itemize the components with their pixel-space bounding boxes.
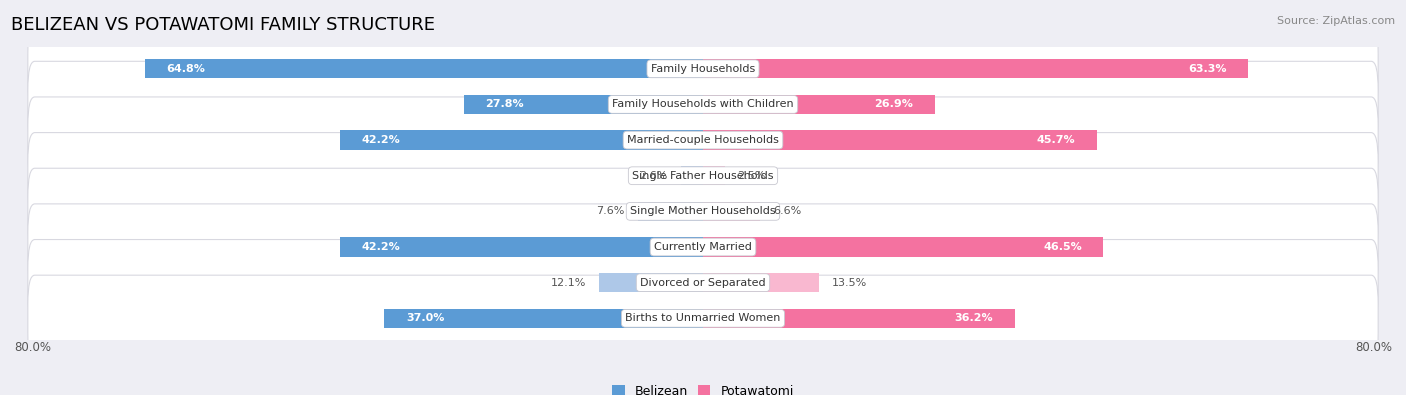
Bar: [703, 273, 820, 292]
Bar: [703, 59, 1249, 79]
Text: 6.6%: 6.6%: [773, 206, 801, 216]
Bar: [384, 308, 703, 328]
Text: Births to Unmarried Women: Births to Unmarried Women: [626, 313, 780, 324]
Bar: [681, 166, 703, 185]
FancyBboxPatch shape: [28, 61, 1378, 148]
Text: Currently Married: Currently Married: [654, 242, 752, 252]
Bar: [464, 95, 703, 114]
FancyBboxPatch shape: [28, 275, 1378, 361]
Text: 63.3%: 63.3%: [1188, 64, 1226, 74]
Text: 42.2%: 42.2%: [361, 135, 399, 145]
Bar: [340, 130, 703, 150]
Text: Family Households with Children: Family Households with Children: [612, 100, 794, 109]
Text: Single Father Households: Single Father Households: [633, 171, 773, 181]
Text: 26.9%: 26.9%: [875, 100, 912, 109]
Text: 80.0%: 80.0%: [1355, 342, 1392, 354]
Text: Single Mother Households: Single Mother Households: [630, 206, 776, 216]
Bar: [703, 237, 1104, 257]
Text: 46.5%: 46.5%: [1043, 242, 1083, 252]
FancyBboxPatch shape: [28, 239, 1378, 326]
Text: 2.6%: 2.6%: [640, 171, 668, 181]
Text: 37.0%: 37.0%: [406, 313, 444, 324]
Bar: [703, 308, 1015, 328]
Bar: [145, 59, 703, 79]
Bar: [703, 95, 935, 114]
FancyBboxPatch shape: [28, 168, 1378, 254]
Text: Married-couple Households: Married-couple Households: [627, 135, 779, 145]
Bar: [703, 202, 759, 221]
Text: 27.8%: 27.8%: [485, 100, 524, 109]
Text: Source: ZipAtlas.com: Source: ZipAtlas.com: [1277, 16, 1395, 26]
Text: BELIZEAN VS POTAWATOMI FAMILY STRUCTURE: BELIZEAN VS POTAWATOMI FAMILY STRUCTURE: [11, 16, 436, 34]
Bar: [599, 273, 703, 292]
Text: 64.8%: 64.8%: [166, 64, 205, 74]
Text: Divorced or Separated: Divorced or Separated: [640, 278, 766, 288]
Bar: [703, 130, 1097, 150]
Text: 2.5%: 2.5%: [738, 171, 766, 181]
Text: 42.2%: 42.2%: [361, 242, 399, 252]
Text: 12.1%: 12.1%: [551, 278, 586, 288]
FancyBboxPatch shape: [28, 133, 1378, 219]
Text: Family Households: Family Households: [651, 64, 755, 74]
FancyBboxPatch shape: [28, 97, 1378, 183]
Bar: [340, 237, 703, 257]
Bar: [703, 166, 724, 185]
FancyBboxPatch shape: [28, 204, 1378, 290]
Bar: [637, 202, 703, 221]
Text: 80.0%: 80.0%: [14, 342, 51, 354]
Legend: Belizean, Potawatomi: Belizean, Potawatomi: [612, 385, 794, 395]
Text: 36.2%: 36.2%: [955, 313, 993, 324]
FancyBboxPatch shape: [28, 26, 1378, 112]
Text: 45.7%: 45.7%: [1036, 135, 1076, 145]
Text: 7.6%: 7.6%: [596, 206, 624, 216]
Text: 13.5%: 13.5%: [832, 278, 868, 288]
